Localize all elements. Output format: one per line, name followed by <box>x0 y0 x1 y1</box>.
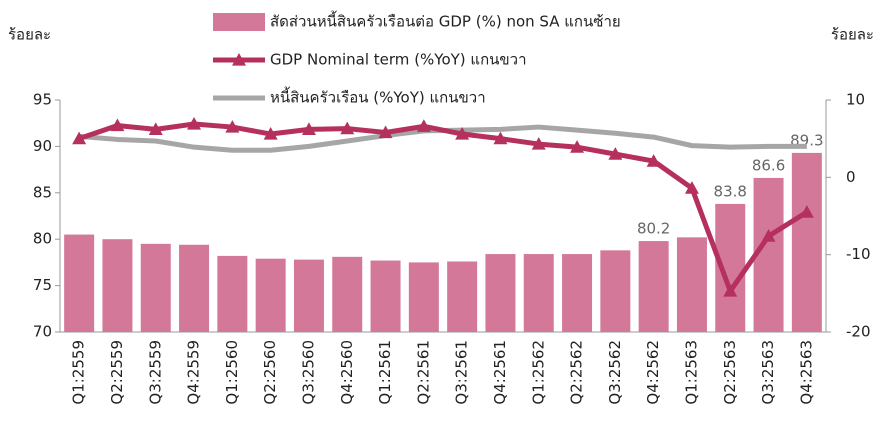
y-axis-label: ร้อยละ <box>8 26 51 44</box>
marker <box>799 205 814 218</box>
bar <box>562 254 593 332</box>
bar <box>293 259 324 332</box>
bar <box>638 241 669 332</box>
x-tick-label: Q4:2561 <box>491 340 509 405</box>
marker <box>301 122 316 135</box>
legend-marker <box>232 53 246 66</box>
y-tick-label: 70 <box>33 323 52 341</box>
x-tick-label: Q4:2560 <box>338 340 356 405</box>
x-tick-label: Q1:2561 <box>376 340 394 405</box>
y-tick-label: 95 <box>33 91 52 109</box>
marker <box>225 120 240 133</box>
x-tick-label: Q4:2563 <box>797 340 815 405</box>
y2-axis-label: ร้อยละ <box>831 26 874 44</box>
x-tick-label: Q2:2563 <box>721 340 739 405</box>
y-tick-label: 80 <box>33 230 52 248</box>
x-tick-label: Q1:2563 <box>682 340 700 405</box>
bar <box>140 243 171 332</box>
marker <box>72 131 87 145</box>
bar <box>447 261 478 332</box>
marker <box>761 229 776 242</box>
y2-tick-label: 0 <box>846 168 856 186</box>
x-tick-label: Q3:2561 <box>453 340 471 405</box>
marker <box>110 118 125 132</box>
marker <box>570 140 585 153</box>
legend-label: GDP Nominal term (%YoY) แกนขวา <box>270 51 527 69</box>
bar <box>523 254 554 332</box>
x-tick-label: Q1:2559 <box>70 340 88 405</box>
legend-swatch <box>213 13 265 31</box>
data-label: 80.2 <box>637 220 670 238</box>
x-tick-label: Q3:2559 <box>146 340 164 405</box>
bar <box>753 177 784 332</box>
y2-tick-label: -20 <box>846 323 871 341</box>
x-tick-label: Q1:2560 <box>223 340 241 405</box>
marker <box>723 284 738 297</box>
data-label: 86.6 <box>752 156 785 174</box>
y-tick-label: 75 <box>33 276 52 294</box>
x-tick-label: Q3:2562 <box>606 340 624 405</box>
bar <box>791 152 822 332</box>
x-tick-label: Q2:2561 <box>414 340 432 405</box>
marker <box>493 131 508 145</box>
bar <box>255 258 286 332</box>
bar <box>600 250 631 332</box>
x-tick-label: Q3:2560 <box>299 340 317 405</box>
y2-tick-label: 10 <box>846 91 865 109</box>
marker <box>378 125 393 139</box>
marker <box>608 147 623 160</box>
marker <box>187 116 202 130</box>
marker <box>340 121 355 135</box>
x-tick-label: Q1:2562 <box>529 340 547 405</box>
bar <box>179 244 210 332</box>
bar <box>370 260 401 332</box>
y-tick-label: 85 <box>33 183 52 201</box>
y2-tick-label: -10 <box>846 245 871 263</box>
marker <box>531 137 546 150</box>
x-tick-label: Q2:2560 <box>261 340 279 405</box>
line <box>78 121 809 294</box>
legend-label: หนี้สินครัวเรือน (%YoY) แกนขวา <box>270 87 486 107</box>
bar <box>485 254 516 332</box>
bar <box>102 239 133 332</box>
marker <box>263 127 278 140</box>
bar <box>64 234 95 332</box>
y-tick-label: 90 <box>33 137 52 155</box>
data-label: 83.8 <box>714 182 747 200</box>
bar <box>676 237 707 332</box>
bar <box>332 256 363 332</box>
x-tick-label: Q2:2562 <box>568 340 586 405</box>
bar <box>408 262 439 332</box>
x-tick-label: Q4:2562 <box>644 340 662 405</box>
x-tick-label: Q4:2559 <box>185 340 203 405</box>
bar <box>217 255 248 332</box>
marker <box>684 181 699 194</box>
marker <box>455 127 470 140</box>
x-tick-label: Q3:2563 <box>759 340 777 405</box>
legend-label: สัดส่วนหนี้สินครัวเรือนต่อ GDP (%) non S… <box>270 11 621 31</box>
marker <box>148 122 163 135</box>
marker <box>416 119 431 132</box>
x-tick-label: Q2:2559 <box>108 340 126 405</box>
marker <box>646 154 661 167</box>
